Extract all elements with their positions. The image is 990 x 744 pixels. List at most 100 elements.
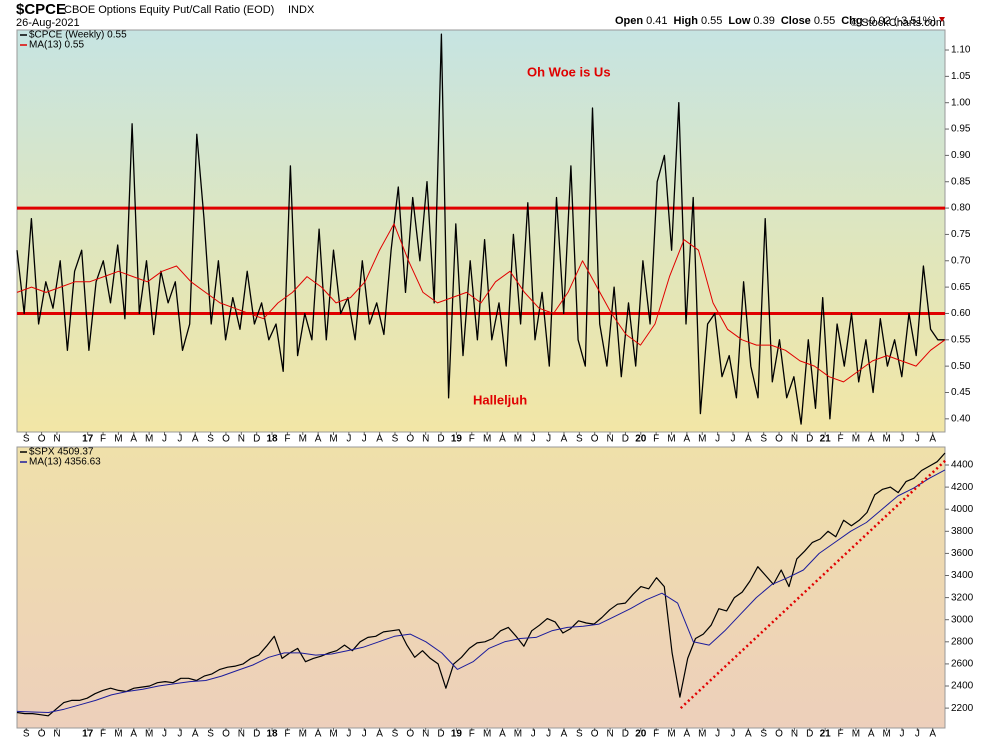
- x-tick-label: 17: [82, 434, 94, 445]
- x-tick-label: A: [192, 729, 199, 740]
- y-tick-label: 2200: [951, 703, 974, 714]
- x-tick-label: N: [422, 434, 429, 445]
- x-tick-label: M: [514, 434, 522, 445]
- y-tick-label: 2400: [951, 681, 974, 692]
- down-arrow: [939, 17, 945, 22]
- x-tick-label: 20: [635, 729, 647, 740]
- credit: © StockCharts.com: [850, 17, 945, 29]
- y-tick-label: 0.40: [951, 413, 971, 424]
- x-tick-label: J: [730, 434, 735, 445]
- x-tick-label: N: [791, 434, 798, 445]
- x-tick-label: M: [882, 434, 890, 445]
- x-tick-label: M: [882, 729, 890, 740]
- x-tick-label: M: [299, 434, 307, 445]
- x-tick-label: J: [531, 434, 536, 445]
- x-tick-label: A: [376, 729, 383, 740]
- x-tick-label: J: [899, 729, 904, 740]
- x-tick-label: O: [222, 434, 230, 445]
- x-tick-label: M: [329, 434, 337, 445]
- x-tick-label: J: [915, 434, 920, 445]
- x-tick-label: J: [362, 434, 367, 445]
- x-tick-label: M: [852, 434, 860, 445]
- x-tick-label: N: [606, 434, 613, 445]
- series-line: [16, 33, 945, 425]
- x-tick-label: D: [437, 434, 444, 445]
- quote-value: 0.55: [814, 15, 835, 27]
- x-tick-label: S: [576, 729, 583, 740]
- x-tick-label: F: [837, 434, 843, 445]
- annotation: Halleljuh: [473, 392, 527, 407]
- x-tick-label: J: [546, 434, 551, 445]
- x-tick-label: J: [730, 729, 735, 740]
- y-tick-label: 1.10: [951, 45, 971, 56]
- x-tick-label: A: [561, 729, 568, 740]
- symbol: $CPCE: [16, 1, 66, 18]
- annotation: Oh Woe is Us: [527, 64, 611, 79]
- y-tick-label: 0.65: [951, 282, 971, 293]
- x-tick-label: N: [53, 434, 60, 445]
- date: 26-Aug-2021: [16, 17, 80, 29]
- y-tick-label: 0.80: [951, 203, 971, 214]
- x-tick-label: J: [162, 729, 167, 740]
- quote-value: -0.02 (-3.51%): [866, 15, 936, 27]
- x-tick-label: F: [100, 434, 106, 445]
- panel-top: [16, 29, 946, 433]
- x-tick-label: M: [698, 729, 706, 740]
- x-tick-label: N: [422, 729, 429, 740]
- x-tick-label: A: [130, 434, 137, 445]
- y-tick-label: 4400: [951, 460, 974, 471]
- x-tick-label: S: [207, 434, 214, 445]
- x-tick-label: M: [667, 434, 675, 445]
- x-tick-label: F: [469, 729, 475, 740]
- x-tick-label: S: [392, 434, 399, 445]
- x-tick-label: A: [684, 729, 691, 740]
- y-tick-label: 0.70: [951, 255, 971, 266]
- quote-label: Open: [615, 15, 643, 27]
- x-tick-label: J: [162, 434, 167, 445]
- quote-value: 0.55: [701, 15, 722, 27]
- x-tick-label: M: [114, 729, 122, 740]
- x-tick-label: N: [791, 729, 798, 740]
- x-tick-label: J: [346, 434, 351, 445]
- series-line: [16, 452, 946, 717]
- x-tick-label: J: [899, 434, 904, 445]
- y-tick-label: 0.45: [951, 387, 971, 398]
- x-tick-label: A: [561, 434, 568, 445]
- x-tick-label: S: [576, 434, 583, 445]
- quote-value: 0.41: [646, 15, 667, 27]
- quote: Open 0.41 High 0.55 Low 0.39 Close 0.55 Chg -0.02…: [615, 15, 936, 27]
- header: $CPCE CBOE Options Equity Put/Call Ratio…: [16, 1, 945, 29]
- x-tick-label: S: [760, 434, 767, 445]
- x-tick-label: N: [606, 729, 613, 740]
- x-tick-label: J: [915, 729, 920, 740]
- x-tick-label: O: [591, 434, 599, 445]
- x-tick-label: M: [483, 434, 491, 445]
- x-tick-label: 21: [820, 729, 832, 740]
- x-tick-label: J: [715, 729, 720, 740]
- legend-label: MA(13) 0.55: [29, 40, 84, 51]
- x-tick-label: J: [177, 434, 182, 445]
- x-tick-label: M: [145, 729, 153, 740]
- quote-label: Chg: [841, 15, 862, 27]
- x-tick-label: 18: [266, 434, 278, 445]
- x-tick-label: D: [253, 729, 260, 740]
- y-tick-label: 1.05: [951, 71, 971, 82]
- y-tick-label: 0.50: [951, 361, 971, 372]
- x-tick-label: N: [238, 729, 245, 740]
- x-tick-label: M: [514, 729, 522, 740]
- x-tick-label: 20: [635, 434, 647, 445]
- x-tick-label: M: [329, 729, 337, 740]
- x-tick-label: M: [667, 729, 675, 740]
- quote-label: High: [674, 15, 699, 27]
- x-tick-label: F: [837, 729, 843, 740]
- y-tick-label: 3000: [951, 614, 974, 625]
- panel-bottom: [16, 446, 946, 729]
- legend-label: $CPCE (Weekly) 0.55: [29, 30, 127, 41]
- x-tick-label: D: [806, 729, 813, 740]
- x-tick-label: F: [653, 729, 659, 740]
- x-tick-label: A: [745, 434, 752, 445]
- x-tick-label: S: [207, 729, 214, 740]
- y-tick-label: 4200: [951, 482, 974, 493]
- x-tick-label: 19: [451, 434, 463, 445]
